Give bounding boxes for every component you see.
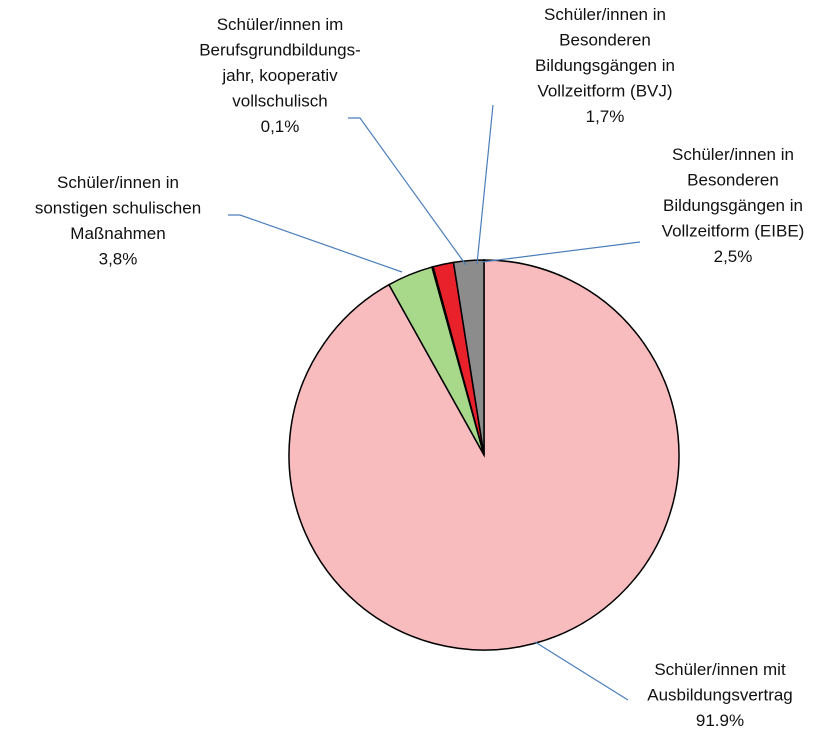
category-label: Schüler/innen mit Ausbildungsvertrag [647, 660, 793, 705]
value-label: 1,7% [586, 107, 625, 126]
category-label: Schüler/innen in sonstigen schulischen Maß… [35, 173, 201, 243]
value-label: 2,5% [714, 247, 753, 266]
category-label: Schüler/innen im Berufsgrundbildungs-jahr… [199, 15, 361, 111]
leader-line [534, 641, 629, 701]
value-label: 91.9% [696, 711, 744, 730]
leader-line [228, 214, 403, 273]
category-label: Schüler/innen in Besonderen Bildungsgängen… [662, 145, 805, 241]
value-label: 0,1% [261, 117, 300, 136]
value-label: 3,8% [99, 250, 138, 269]
leader-line [348, 117, 467, 266]
leader-line [481, 241, 641, 263]
leader-line [476, 104, 494, 265]
pie-slice [452, 259, 485, 456]
category-label: Schüler/innen in Besonderen Bildungsgängen… [535, 5, 675, 101]
